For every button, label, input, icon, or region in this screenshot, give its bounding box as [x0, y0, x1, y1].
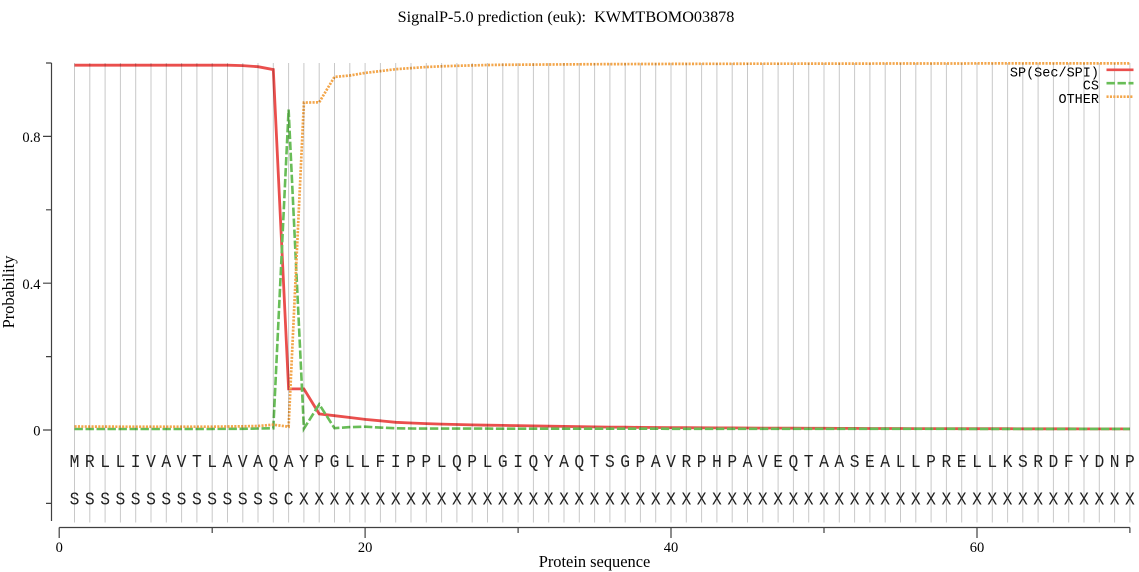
svg-text:0: 0 [56, 540, 63, 556]
svg-text:0.8: 0.8 [22, 130, 40, 146]
svg-text:OTHER: OTHER [1058, 93, 1099, 108]
svg-text:SP(Sec/SPI): SP(Sec/SPI) [1010, 66, 1099, 81]
svg-text:0: 0 [33, 424, 40, 440]
svg-text:SignalP-5.0 prediction (euk):: SignalP-5.0 prediction (euk): KWMTBOMO03… [398, 8, 735, 26]
svg-text:60: 60 [970, 540, 985, 556]
svg-text:Protein sequence: Protein sequence [539, 552, 651, 571]
svg-text:0.4: 0.4 [22, 277, 41, 293]
svg-text:CS: CS [1083, 80, 1099, 95]
svg-text:40: 40 [664, 540, 679, 556]
svg-text:Probability: Probability [0, 255, 18, 329]
svg-text:20: 20 [358, 540, 373, 556]
